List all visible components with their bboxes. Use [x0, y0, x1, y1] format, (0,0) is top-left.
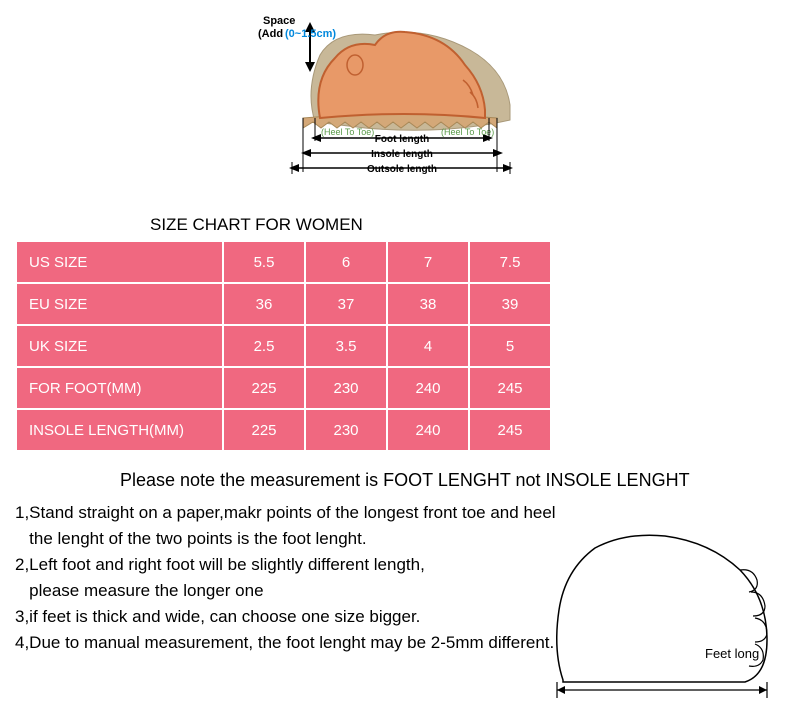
add-label: (Add	[258, 28, 283, 40]
size-cell: 4	[388, 326, 468, 366]
size-cell: 38	[388, 284, 468, 324]
row-label: INSOLE LENGTH(MM)	[17, 410, 222, 450]
row-label: US SIZE	[17, 242, 222, 282]
size-chart-table: US SIZE5.5677.5EU SIZE36373839UK SIZE2.5…	[15, 240, 552, 452]
heel-to-toe-right: (Heel To Toe)	[441, 127, 494, 137]
size-cell: 245	[470, 410, 550, 450]
size-cell: 245	[470, 368, 550, 408]
table-row: FOR FOOT(MM)225230240245	[17, 368, 550, 408]
table-row: INSOLE LENGTH(MM)225230240245	[17, 410, 550, 450]
instruction-line: please measure the longer one	[15, 578, 535, 604]
table-row: UK SIZE2.53.545	[17, 326, 550, 366]
add-range: (0~1.5cm)	[285, 28, 336, 40]
instruction-line: 3,if feet is thick and wide, can choose …	[15, 604, 535, 630]
row-label: EU SIZE	[17, 284, 222, 324]
size-cell: 225	[224, 410, 304, 450]
size-cell: 37	[306, 284, 386, 324]
size-cell: 240	[388, 410, 468, 450]
measurement-note: Please note the measurement is FOOT LENG…	[120, 470, 690, 491]
size-cell: 5	[470, 326, 550, 366]
size-cell: 240	[388, 368, 468, 408]
foot-measurement-diagram: Space (Add (0~1.5cm) (Heel To Toe) (Heel…	[245, 10, 545, 180]
instructions-block: 1,Stand straight on a paper,makr points …	[15, 500, 535, 656]
instruction-line: 4,Due to manual measurement, the foot le…	[15, 630, 535, 656]
size-cell: 36	[224, 284, 304, 324]
space-label: Space	[263, 15, 295, 27]
row-label: UK SIZE	[17, 326, 222, 366]
feet-long-label: Feet long	[705, 646, 759, 661]
size-cell: 7.5	[470, 242, 550, 282]
size-cell: 230	[306, 368, 386, 408]
size-cell: 230	[306, 410, 386, 450]
size-cell: 39	[470, 284, 550, 324]
table-row: US SIZE5.5677.5	[17, 242, 550, 282]
foot-outline-diagram: Feet long	[545, 530, 775, 705]
size-cell: 2.5	[224, 326, 304, 366]
heel-to-toe-left: (Heel To Toe)	[321, 127, 374, 137]
instruction-line: 2,Left foot and right foot will be sligh…	[15, 552, 535, 578]
size-cell: 6	[306, 242, 386, 282]
outsole-length-label: Outsole length	[367, 164, 437, 175]
size-cell: 225	[224, 368, 304, 408]
instruction-line: 1,Stand straight on a paper,makr points …	[15, 500, 535, 526]
size-chart-title: SIZE CHART FOR WOMEN	[150, 215, 363, 235]
foot-length-label: Foot length	[375, 134, 429, 145]
size-cell: 5.5	[224, 242, 304, 282]
table-row: EU SIZE36373839	[17, 284, 550, 324]
insole-length-label: Insole length	[371, 149, 433, 160]
size-cell: 7	[388, 242, 468, 282]
size-cell: 3.5	[306, 326, 386, 366]
instruction-line: the lenght of the two points is the foot…	[15, 526, 535, 552]
row-label: FOR FOOT(MM)	[17, 368, 222, 408]
